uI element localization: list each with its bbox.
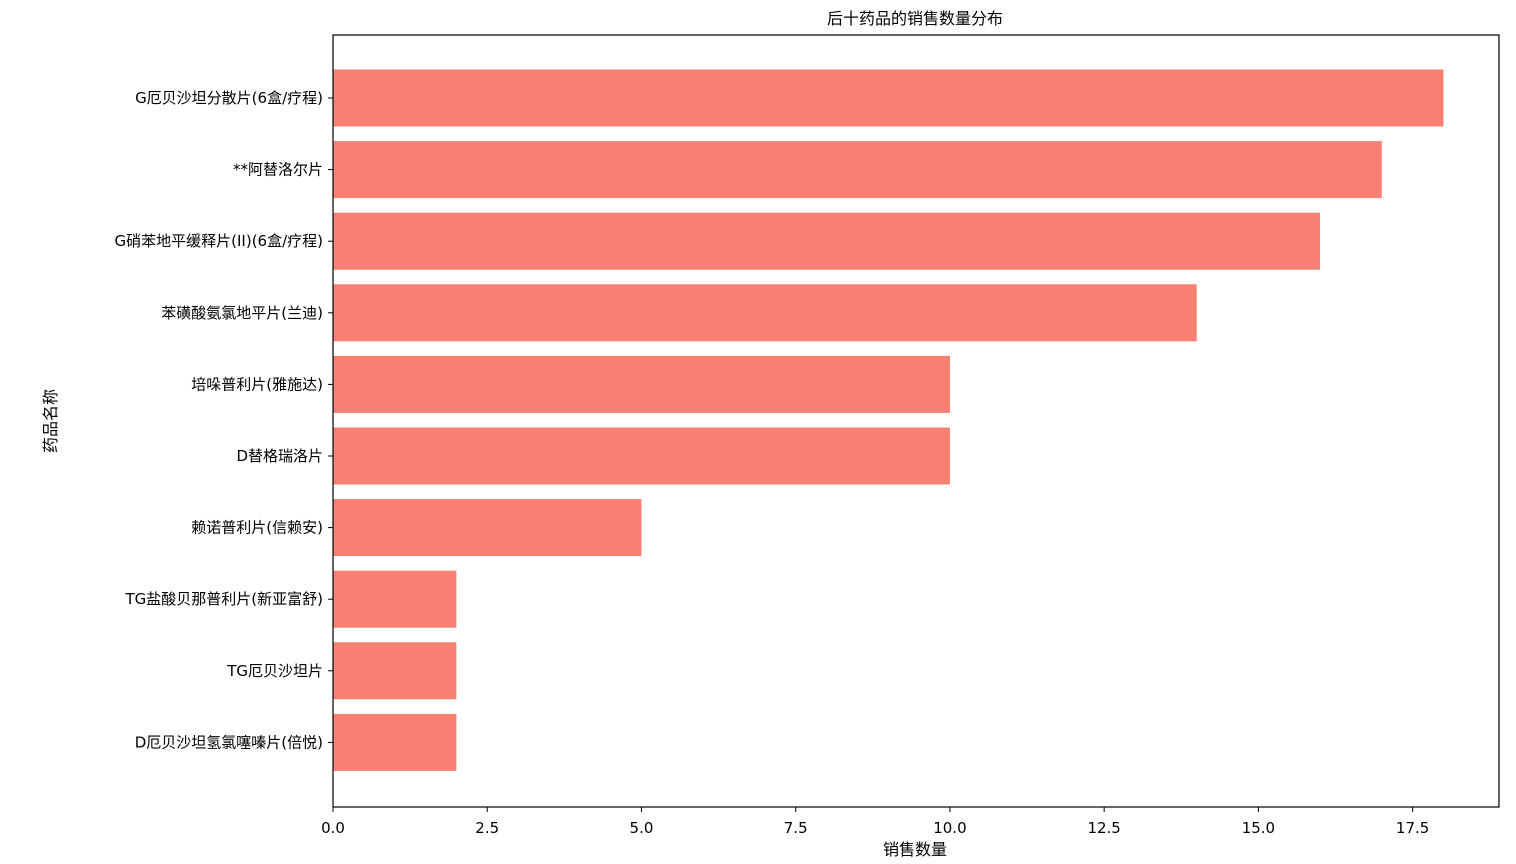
bar [333, 355, 950, 413]
plot-frame [332, 34, 1500, 808]
y-tick-label: G厄贝沙坦分散片(6盒/疗程) [135, 89, 323, 107]
x-tick-label: 17.5 [1396, 819, 1429, 837]
x-tick-label: 12.5 [1087, 819, 1120, 837]
y-tick-label: D厄贝沙坦氢氯噻嗪片(倍悦) [135, 733, 323, 751]
y-tick-label: **阿替洛尔片 [233, 161, 323, 179]
bar [333, 284, 1197, 342]
y-tick-label: TG盐酸贝那普利片(新亚富舒) [125, 590, 324, 608]
x-axis-title: 销售数量 [883, 840, 947, 859]
x-tick-label: 2.5 [475, 819, 499, 837]
bar [333, 69, 1444, 127]
y-tick-label: TG厄贝沙坦片 [226, 662, 323, 680]
y-tick-label: G硝苯地平缓释片(II)(6盒/疗程) [115, 232, 323, 250]
bar [333, 570, 457, 628]
bar [333, 427, 950, 485]
chart-title: 后十药品的销售数量分布 [827, 9, 1003, 28]
bar [333, 713, 457, 771]
x-tick-label: 5.0 [630, 819, 654, 837]
bar [333, 212, 1321, 270]
x-axis-ticks: 0.0 2.5 5.0 7.5 10.0 12.5 15.0 17.5 [321, 807, 1429, 837]
x-tick-label: 7.5 [784, 819, 808, 837]
y-tick-label: 赖诺普利片(信赖安) [191, 519, 323, 537]
y-axis-title: 药品名称 [41, 389, 60, 453]
bar [333, 499, 642, 557]
x-tick-label: 15.0 [1242, 819, 1275, 837]
bar [333, 642, 457, 700]
bars-group [333, 69, 1444, 771]
x-tick-label: 0.0 [321, 819, 345, 837]
y-axis-ticks: G厄贝沙坦分散片(6盒/疗程) **阿替洛尔片 G硝苯地平缓释片(II)(6盒/疗程… [115, 89, 333, 751]
y-tick-label: D替格瑞洛片 [236, 447, 323, 465]
y-tick-label: 培哚普利片(雅施达) [191, 375, 323, 393]
bar [333, 141, 1382, 199]
x-tick-label: 10.0 [933, 819, 966, 837]
y-tick-label: 苯磺酸氨氯地平片(兰迪) [161, 304, 323, 322]
